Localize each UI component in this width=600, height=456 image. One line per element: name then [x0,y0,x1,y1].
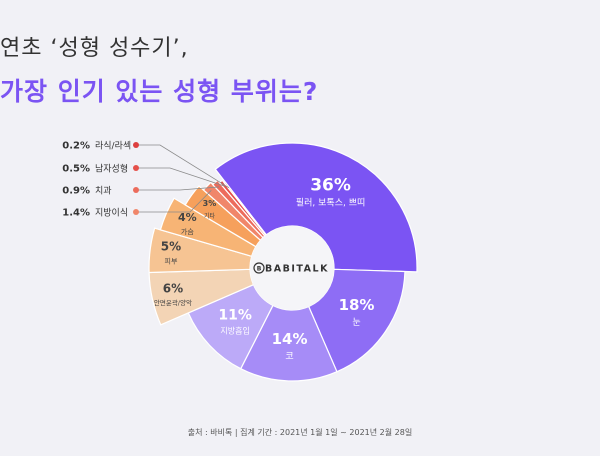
callout-dot-dental [133,187,139,193]
slice-label-fat: 지방흡입 [220,325,249,335]
slice-label-nose: 코 [285,352,293,362]
slice-pct-breast: 4% [178,211,197,224]
callout-dot-fat_transfer [133,209,139,215]
slice-label-contour: 안면윤곽/양악 [154,298,192,307]
callout-label-lasik: 라식/라섹 [95,141,131,152]
callout-pct-fat_transfer: 1.4% [62,208,90,219]
slice-pct-etc: 3% [203,199,217,208]
slice-label-eye: 눈 [352,317,360,328]
callout-label-male: 남자성형 [95,164,128,175]
slice-pct-eye: 18% [339,296,375,314]
slice-label-etc: 기타 [204,212,216,220]
slices [148,142,418,382]
callouts: 0.2% 라식/라섹 0.5% 남자성형 0.9% 치과 1.4% 지방이식 [62,141,230,219]
donut-hole [250,226,334,310]
slice-label-filler: 필러, 보톡스, 쁘띠 [296,196,365,208]
callout-label-fat_transfer: 지방이식 [95,208,128,219]
slice-pct-contour: 6% [163,282,183,296]
logo-mark-icon [253,262,265,274]
slice-pct-nose: 14% [272,330,308,348]
callout-dot-male [133,165,139,171]
callout-pct-lasik: 0.2% [62,141,90,152]
callout-line-male [136,167,225,187]
source-note: 출처 : 바비톡 | 집계 기간 : 2021년 1월 1일 ~ 2021년 2… [187,428,413,437]
slice-label-breast: 가슴 [181,227,194,236]
callout-line-lasik [136,144,230,189]
slice-pct-fat: 11% [218,307,252,323]
logo-mark-letter: B [257,266,262,273]
slice-pct-skin: 5% [161,240,181,254]
slice-label-skin: 피부 [165,257,178,266]
title-line-2: 가장 인기 있는 성형 부위는? [0,77,319,106]
callout-label-dental: 치과 [95,185,112,197]
callout-pct-male: 0.5% [62,164,90,175]
slice-labels: 36%필러, 보톡스, 쁘띠 18% 눈 14% 코 11% 지방흡입 6% 안면윤곽/양악 5%… [154,175,375,362]
callout-dot-lasik [133,142,139,148]
title-line-1: 연초 ‘성형 성수기’, [0,36,189,61]
callout-pct-dental: 0.9% [62,186,90,197]
slice-eye [307,268,406,373]
slice-pct-filler: 36% [310,175,351,195]
center-logo: BABITALK [265,264,329,275]
callout-line-fat_transfer [136,190,212,213]
callout-line-dental [136,186,220,191]
